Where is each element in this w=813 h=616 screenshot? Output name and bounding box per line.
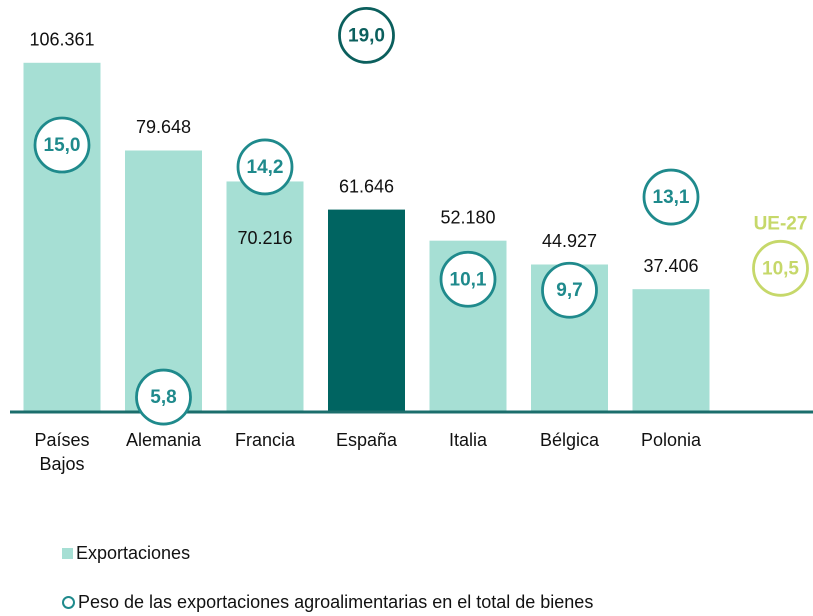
percent-label: 13,1 — [653, 187, 690, 208]
value-label: 52.180 — [440, 207, 495, 227]
percent-marker — [33, 116, 91, 174]
x-tick-label: Países Bajos — [34, 430, 90, 474]
percent-marker — [752, 239, 809, 297]
percent-marker — [135, 368, 192, 426]
value-label: 70.216 — [237, 228, 292, 248]
value-label: 79.648 — [136, 117, 191, 137]
percent-label: 19,0 — [348, 25, 385, 46]
percent-marker — [236, 138, 294, 196]
bar — [632, 289, 710, 412]
percent-marker — [642, 168, 700, 226]
percent-marker — [439, 250, 497, 308]
legend-label: Peso de las exportaciones agroalimentari… — [78, 592, 594, 612]
value-label: 106.361 — [29, 30, 94, 50]
x-tick-label: Bélgica — [539, 430, 600, 450]
bar — [23, 62, 101, 413]
legend-item: Exportaciones — [62, 543, 190, 564]
legend-swatch — [62, 596, 75, 609]
bar — [226, 181, 304, 412]
x-tick-label: Polonia — [640, 430, 702, 450]
legend-label: Exportaciones — [76, 543, 191, 563]
value-label: 44.927 — [542, 231, 597, 251]
x-tick-label: Italia — [448, 430, 488, 450]
percent-label: 9,7 — [556, 280, 582, 301]
percent-marker — [338, 7, 395, 64]
x-tick-label: España — [335, 430, 398, 450]
bar — [125, 150, 202, 412]
legend-item: Peso de las exportaciones agroalimentari… — [62, 592, 593, 613]
reference-label: UE-27 — [754, 213, 808, 234]
value-label: 61.646 — [339, 176, 394, 196]
percent-label: 5,8 — [150, 387, 176, 408]
x-tick-label: Alemania — [125, 430, 202, 450]
bar — [328, 209, 405, 412]
legend-swatch — [62, 548, 73, 559]
percent-label: 10,1 — [450, 269, 487, 290]
value-label: 37.406 — [643, 256, 698, 276]
percent-marker — [541, 261, 598, 319]
percent-label: 15,0 — [44, 135, 81, 156]
x-tick-label: Francia — [234, 430, 296, 450]
percent-label: 14,2 — [247, 157, 284, 178]
percent-label: 10,5 — [762, 258, 799, 279]
